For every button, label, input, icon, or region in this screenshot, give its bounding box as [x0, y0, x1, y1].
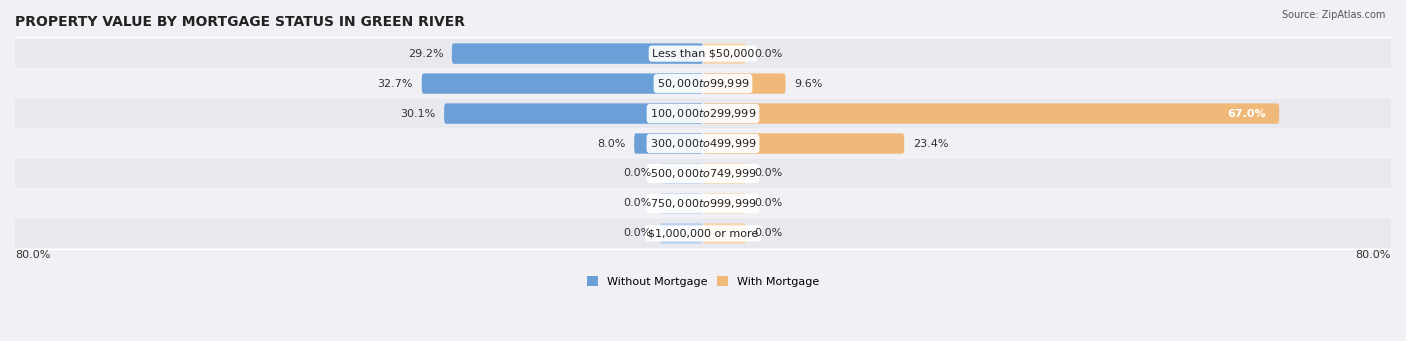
FancyBboxPatch shape [11, 189, 1395, 219]
FancyBboxPatch shape [634, 133, 703, 154]
FancyBboxPatch shape [703, 43, 747, 64]
Text: 0.0%: 0.0% [755, 198, 783, 208]
FancyBboxPatch shape [422, 73, 703, 94]
Text: 30.1%: 30.1% [401, 108, 436, 119]
FancyBboxPatch shape [444, 103, 703, 124]
Text: 80.0%: 80.0% [15, 250, 51, 260]
FancyBboxPatch shape [11, 69, 1395, 99]
FancyBboxPatch shape [703, 103, 1279, 124]
FancyBboxPatch shape [11, 159, 1395, 189]
Text: Less than $50,000: Less than $50,000 [652, 49, 754, 59]
FancyBboxPatch shape [659, 193, 703, 214]
Text: $750,000 to $999,999: $750,000 to $999,999 [650, 197, 756, 210]
Text: 32.7%: 32.7% [378, 78, 413, 89]
FancyBboxPatch shape [703, 193, 747, 214]
FancyBboxPatch shape [11, 99, 1395, 129]
FancyBboxPatch shape [451, 43, 703, 64]
FancyBboxPatch shape [659, 223, 703, 243]
Text: 0.0%: 0.0% [755, 228, 783, 238]
Text: $300,000 to $499,999: $300,000 to $499,999 [650, 137, 756, 150]
Legend: Without Mortgage, With Mortgage: Without Mortgage, With Mortgage [582, 272, 824, 291]
Text: 8.0%: 8.0% [598, 138, 626, 149]
FancyBboxPatch shape [703, 73, 786, 94]
Text: 0.0%: 0.0% [623, 198, 651, 208]
Text: $100,000 to $299,999: $100,000 to $299,999 [650, 107, 756, 120]
Text: 9.6%: 9.6% [794, 78, 823, 89]
FancyBboxPatch shape [703, 223, 747, 243]
Text: 0.0%: 0.0% [623, 168, 651, 178]
FancyBboxPatch shape [659, 163, 703, 184]
Text: 29.2%: 29.2% [408, 49, 443, 59]
Text: 23.4%: 23.4% [912, 138, 948, 149]
FancyBboxPatch shape [11, 39, 1395, 69]
Text: 0.0%: 0.0% [755, 49, 783, 59]
FancyBboxPatch shape [703, 163, 747, 184]
Text: 80.0%: 80.0% [1355, 250, 1391, 260]
FancyBboxPatch shape [703, 133, 904, 154]
Text: $50,000 to $99,999: $50,000 to $99,999 [657, 77, 749, 90]
Text: 67.0%: 67.0% [1227, 108, 1267, 119]
FancyBboxPatch shape [11, 129, 1395, 159]
Text: PROPERTY VALUE BY MORTGAGE STATUS IN GREEN RIVER: PROPERTY VALUE BY MORTGAGE STATUS IN GRE… [15, 15, 465, 29]
Text: $1,000,000 or more: $1,000,000 or more [648, 228, 758, 238]
Text: 0.0%: 0.0% [755, 168, 783, 178]
Text: 0.0%: 0.0% [623, 228, 651, 238]
Text: Source: ZipAtlas.com: Source: ZipAtlas.com [1281, 10, 1385, 20]
FancyBboxPatch shape [11, 219, 1395, 249]
Text: $500,000 to $749,999: $500,000 to $749,999 [650, 167, 756, 180]
